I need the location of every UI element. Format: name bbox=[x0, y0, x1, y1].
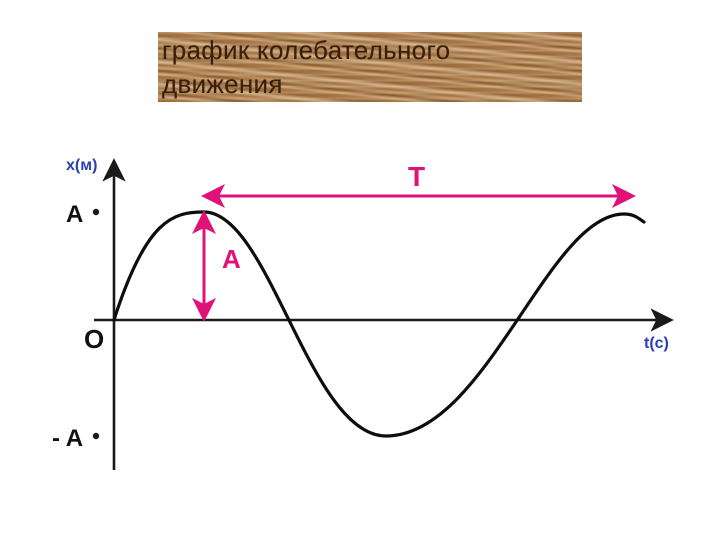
title-line-2: движения bbox=[162, 69, 283, 99]
origin-label: O bbox=[84, 324, 104, 354]
title-line-1: график колебательного bbox=[162, 35, 450, 65]
ytick-pos-label: A bbox=[66, 201, 83, 228]
oscillation-chart: x(м) t(c) O A - A A T bbox=[28, 150, 692, 480]
period-label: T bbox=[408, 161, 425, 192]
ytick-neg-label: - A bbox=[52, 425, 83, 452]
amplitude-label: A bbox=[222, 244, 241, 274]
title-banner: график колебательного движения bbox=[158, 32, 582, 102]
ytick-neg bbox=[93, 433, 99, 439]
y-axis-label: x(м) bbox=[66, 157, 97, 174]
sine-curve bbox=[114, 212, 644, 436]
ytick-pos bbox=[93, 209, 99, 215]
x-axis-label: t(c) bbox=[644, 335, 669, 352]
